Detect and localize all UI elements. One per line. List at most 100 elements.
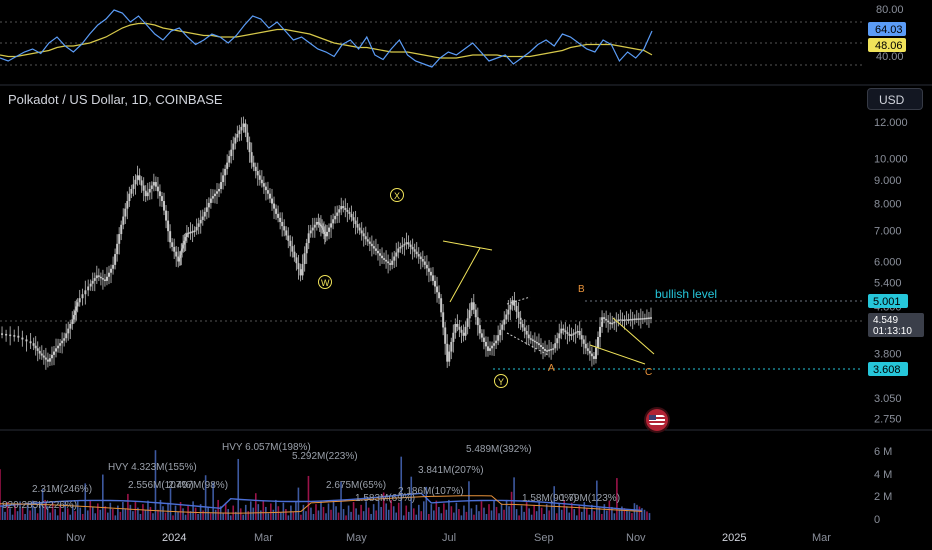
price-tick: 9.000 [874, 175, 902, 187]
candle-body [564, 330, 567, 333]
candle-body [313, 224, 316, 228]
volume-bar [445, 509, 448, 520]
candle-body [631, 318, 634, 321]
volume-bar [455, 502, 458, 520]
volume-bar [11, 514, 14, 520]
wedge-line-b [442, 240, 493, 251]
candle-body [163, 201, 166, 211]
volume-bar [367, 507, 370, 520]
candle-body [599, 326, 602, 337]
volume-bar [350, 511, 352, 520]
candle-body [268, 193, 271, 199]
candle-body [201, 216, 204, 220]
volume-bar [322, 506, 325, 520]
candle-body [303, 253, 306, 265]
candle-body [633, 318, 636, 321]
volume-bar [636, 504, 638, 520]
candle-body [586, 348, 589, 351]
volume-bar [603, 504, 606, 520]
candle-body [309, 230, 312, 234]
candle-body [130, 188, 133, 194]
volume-bar [601, 513, 603, 520]
candle-body [350, 213, 353, 218]
candle-body [330, 223, 333, 228]
rsi-value-text: 64.03 [875, 24, 903, 36]
volume-bar [282, 502, 285, 520]
volume-bar [558, 503, 561, 520]
rsi-ma-value-text: 48.06 [875, 40, 903, 52]
volume-bar [505, 499, 508, 520]
volume-bar [626, 509, 628, 520]
last-price-value: 4.549 [873, 315, 898, 326]
volume-bar [355, 508, 357, 520]
candle-body [138, 175, 141, 181]
candle-body [275, 208, 278, 214]
candle-body [136, 175, 139, 180]
candle-body [478, 325, 481, 334]
volume-bar [315, 504, 317, 520]
volume-bar [611, 506, 613, 520]
candle-body [262, 183, 265, 187]
volume-bar [490, 510, 493, 520]
volume-bar [234, 511, 237, 520]
candle-body [403, 243, 406, 246]
candle-body [321, 226, 324, 228]
support-level-value: 3.608 [873, 364, 901, 376]
candle-body [277, 213, 280, 218]
volume-bar [342, 509, 345, 520]
volume-bar [362, 511, 365, 520]
candle-body [328, 227, 331, 232]
wave-w-marker [318, 275, 332, 289]
volume-bar [580, 511, 583, 520]
candle-body [48, 358, 51, 362]
time-tick: 2024 [162, 532, 186, 544]
time-tick: Nov [66, 532, 86, 544]
candle-body [266, 190, 269, 194]
wave-w-label: W [321, 278, 330, 288]
currency-button[interactable]: USD [867, 88, 923, 110]
candle-body [132, 184, 135, 189]
candle-body [566, 332, 569, 334]
candle-body [87, 286, 90, 291]
candle-body [515, 305, 518, 312]
volume-bar [34, 506, 36, 520]
candle-body [649, 317, 652, 319]
volume-bar [440, 513, 443, 520]
price-tick: 5.400 [874, 278, 902, 290]
volume-bar [495, 506, 498, 520]
volume-bar [310, 507, 312, 520]
candle-body [442, 312, 445, 328]
volume-bar [370, 513, 372, 520]
volume-bar [565, 506, 568, 520]
candle-body [613, 321, 616, 324]
volume-bar [117, 505, 119, 520]
candle-body [544, 348, 547, 351]
volume-ma-line [0, 492, 643, 512]
volume-ma-line-2 [0, 495, 643, 514]
candle-body [38, 350, 41, 354]
candle-body [456, 323, 459, 327]
candle-body [493, 343, 496, 346]
candle-body [50, 354, 53, 359]
volume-bar [292, 511, 295, 520]
volume-bar [410, 476, 413, 520]
price-tick: 6.000 [874, 256, 902, 268]
volume-bar [164, 512, 167, 520]
volume-pane: 920.285K(226%) 2.31M(246%) HVY 4.323M(155%… [0, 442, 892, 526]
candle-body [446, 343, 449, 362]
volume-annotation: 1.58M(90%) [522, 493, 576, 504]
volume-bar [448, 499, 450, 520]
volume-bar [493, 500, 495, 520]
volume-bar [305, 511, 307, 520]
candle-body [548, 349, 551, 352]
volume-bar [217, 499, 219, 520]
us-flag-icon[interactable] [646, 409, 668, 431]
falling-wedge-lower [589, 344, 646, 365]
volume-bar [591, 504, 593, 520]
price-tick: 10.000 [874, 154, 908, 166]
volume-bar [400, 456, 403, 520]
volume-bar [563, 499, 566, 520]
volume-bar [46, 506, 49, 520]
candle-body [364, 236, 367, 240]
